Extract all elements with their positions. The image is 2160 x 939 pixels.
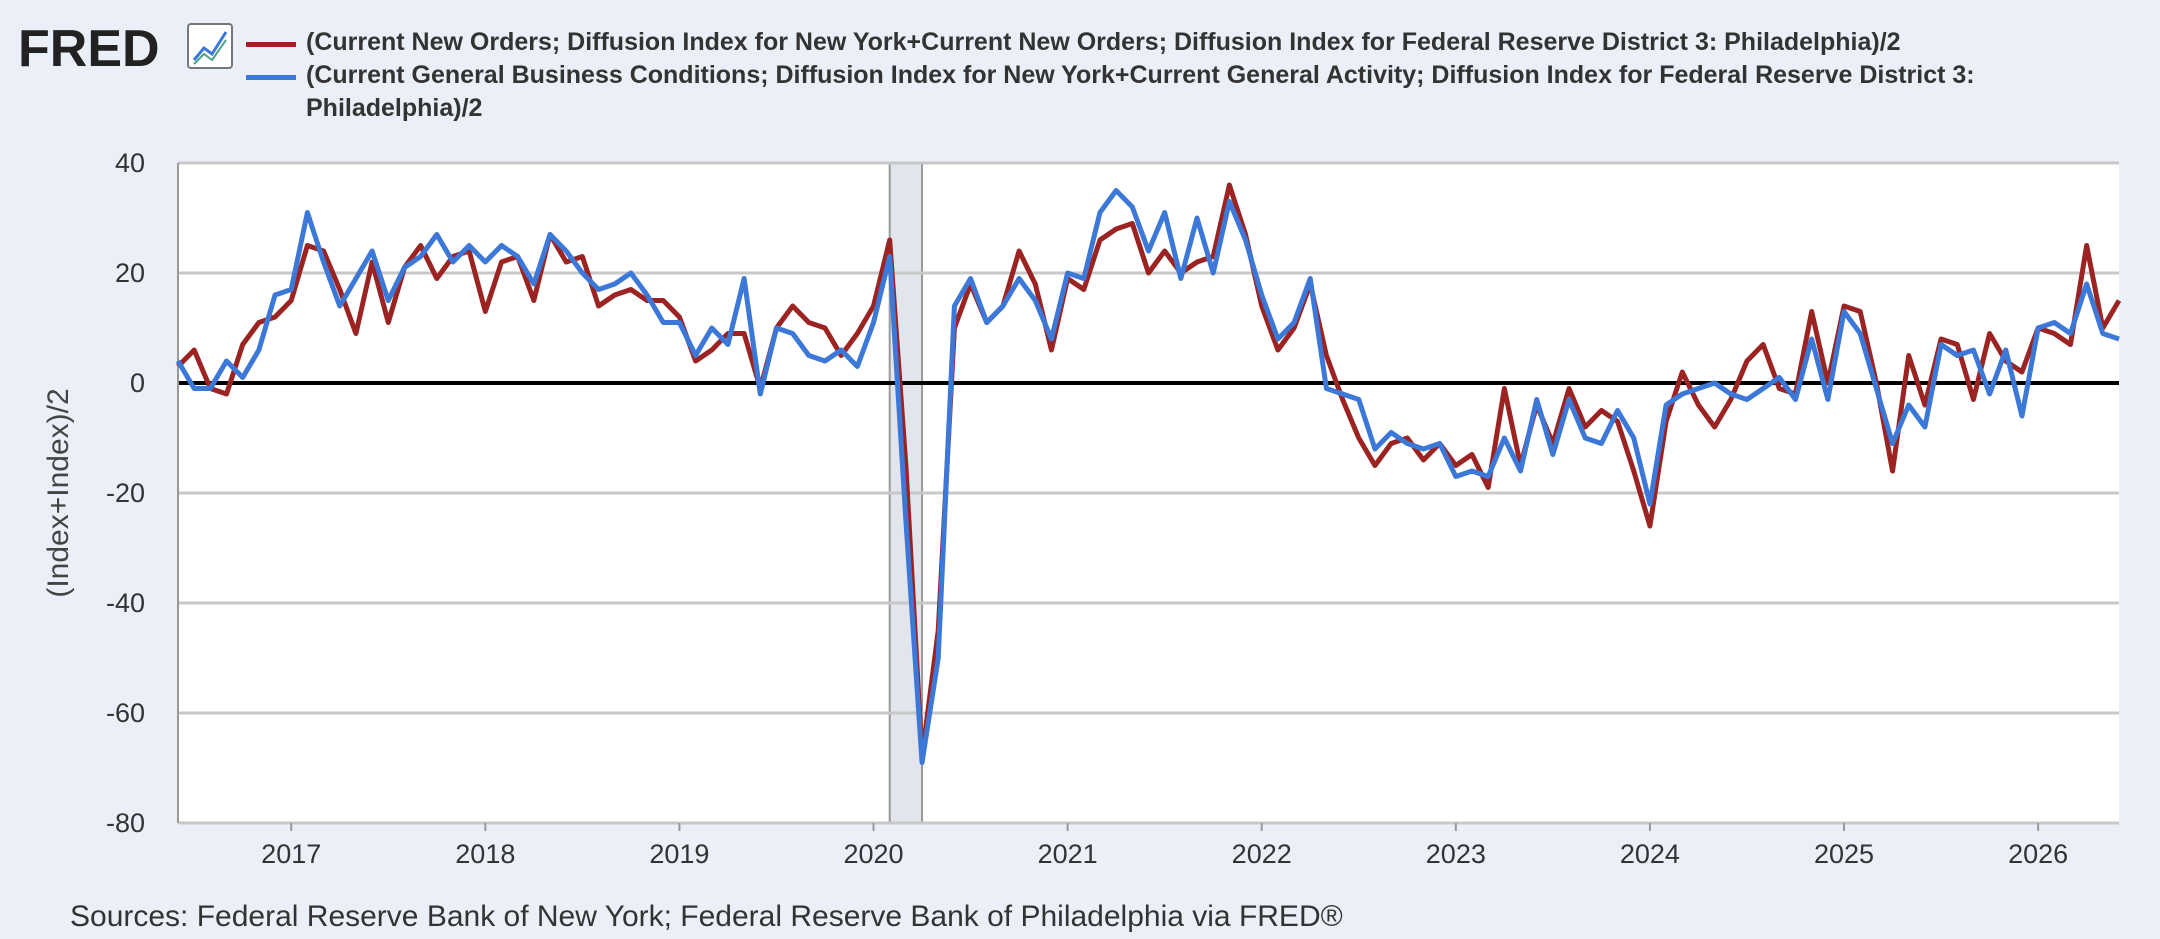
x-tick-label: 2023 bbox=[1426, 839, 1486, 869]
logo-icon bbox=[187, 23, 233, 69]
logo-icon-line bbox=[193, 39, 227, 65]
y-tick-label: -40 bbox=[106, 588, 145, 618]
y-tick-label: -20 bbox=[106, 478, 145, 508]
source-note: Sources: Federal Reserve Bank of New Yor… bbox=[70, 900, 1343, 933]
y-tick-label: 20 bbox=[115, 258, 145, 288]
legend-swatch bbox=[246, 42, 296, 47]
x-tick-label: 2025 bbox=[1814, 839, 1874, 869]
legend: (Current New Orders; Diffusion Index for… bbox=[246, 26, 2126, 125]
brand: FRED bbox=[18, 20, 160, 78]
logo-icon-line bbox=[192, 31, 228, 61]
x-tick-label: 2022 bbox=[1232, 839, 1292, 869]
y-axis-label: (Index+Index)/2 bbox=[42, 388, 75, 597]
x-tick-label: 2026 bbox=[2008, 839, 2068, 869]
legend-entry: (Current New Orders; Diffusion Index for… bbox=[246, 26, 2126, 59]
chart: (Index+Index)/2 -80 -60 -40 -20 0 20 40 2017 201… bbox=[42, 148, 2122, 869]
x-tick-label: 2020 bbox=[843, 839, 903, 869]
legend-swatch bbox=[246, 75, 296, 80]
y-tick-label: 0 bbox=[130, 368, 145, 398]
logo: FRED bbox=[18, 20, 233, 78]
y-tick-label: 40 bbox=[115, 148, 145, 178]
legend-label: (Current General Business Conditions; Di… bbox=[306, 61, 1975, 122]
x-tick-label: 2019 bbox=[649, 839, 709, 869]
y-tick-label: -80 bbox=[106, 808, 145, 838]
legend-entry: (Current General Business Conditions; Di… bbox=[246, 59, 2126, 125]
x-tick-label: 2021 bbox=[1038, 839, 1098, 869]
series-line bbox=[175, 188, 2120, 765]
legend-label: (Current New Orders; Diffusion Index for… bbox=[306, 28, 1901, 56]
x-tick-label: 2018 bbox=[455, 839, 515, 869]
x-tick-label: 2024 bbox=[1620, 839, 1680, 869]
y-tick-label: -60 bbox=[106, 698, 145, 728]
x-tick-label: 2017 bbox=[261, 839, 321, 869]
